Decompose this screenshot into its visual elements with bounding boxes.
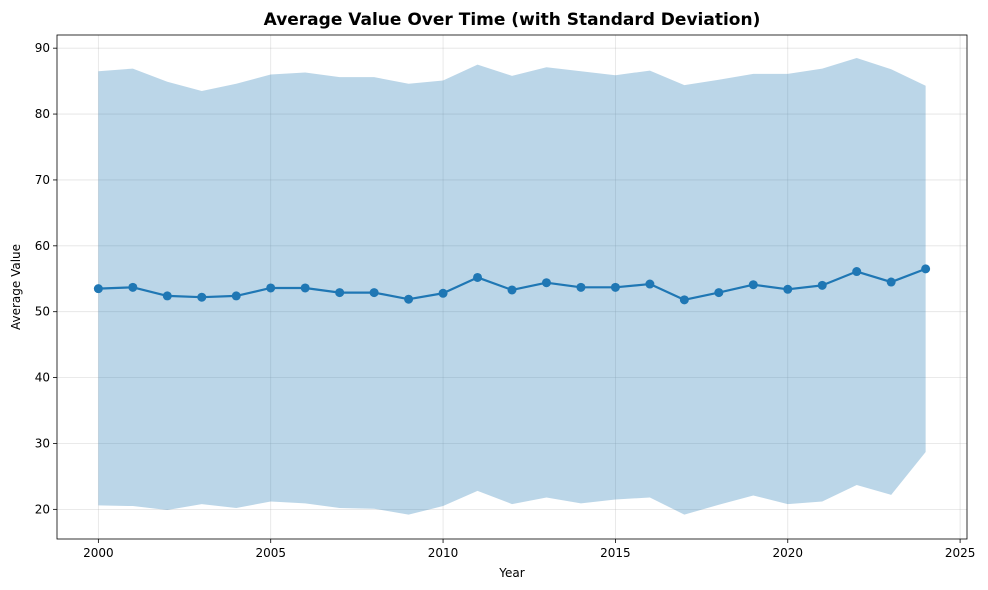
x-tick-label: 2015: [600, 546, 631, 560]
data-point: [507, 285, 517, 295]
data-point: [541, 278, 551, 288]
y-axis-label: Average Value: [9, 244, 23, 330]
data-point: [162, 291, 172, 301]
data-point: [266, 283, 276, 293]
x-axis-ticks: 2000 2005 2010 2015 2020 2025: [83, 539, 975, 560]
x-tick-label: 2025: [945, 546, 976, 560]
x-tick-label: 2005: [255, 546, 286, 560]
data-points: [93, 264, 931, 305]
data-point: [610, 282, 620, 292]
y-tick-label: 30: [35, 436, 50, 450]
data-point: [645, 279, 655, 289]
y-tick-label: 50: [35, 305, 50, 319]
data-point: [335, 288, 345, 298]
y-tick-label: 90: [35, 41, 50, 55]
y-tick-label: 40: [35, 371, 50, 385]
x-tick-label: 2020: [772, 546, 803, 560]
y-tick-label: 80: [35, 107, 50, 121]
x-tick-label: 2000: [83, 546, 114, 560]
data-point: [714, 288, 724, 298]
data-point: [438, 288, 448, 298]
data-point: [679, 295, 689, 305]
data-point: [231, 291, 241, 301]
data-point: [576, 282, 586, 292]
data-point: [369, 288, 379, 298]
data-point: [473, 272, 483, 282]
data-point: [404, 294, 414, 304]
y-tick-label: 20: [35, 502, 50, 516]
data-point: [921, 264, 931, 274]
data-point: [197, 292, 207, 302]
plot-frame: [56, 34, 968, 540]
data-point: [783, 284, 793, 294]
data-point: [300, 283, 310, 293]
y-tick-label: 70: [35, 173, 50, 187]
data-point: [748, 280, 758, 290]
grid: [57, 35, 967, 539]
y-axis-ticks: 20 30 40 50 60 70 80 90: [35, 41, 57, 516]
data-point: [93, 284, 103, 294]
data-point: [128, 282, 138, 292]
chart-title: Average Value Over Time (with Standard D…: [264, 10, 761, 30]
data-point: [817, 280, 827, 290]
x-tick-label: 2010: [428, 546, 459, 560]
data-point: [852, 267, 862, 277]
y-tick-label: 60: [35, 239, 50, 253]
data-point: [886, 277, 896, 287]
x-axis-label: Year: [498, 566, 524, 580]
